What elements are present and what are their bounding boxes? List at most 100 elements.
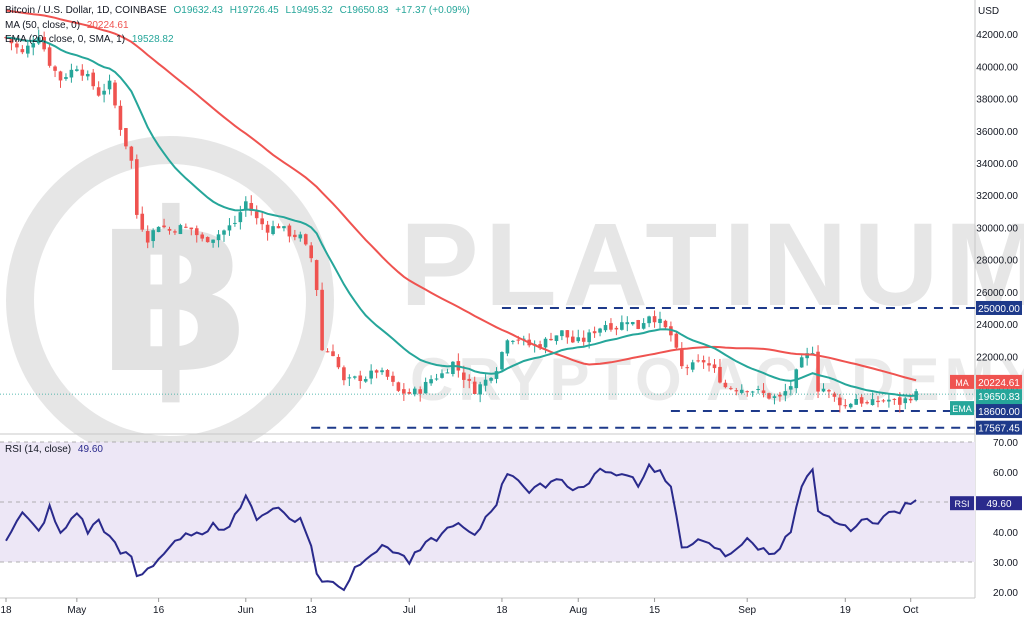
price-tick-label: 34000.00 [976, 159, 1018, 170]
last-price-badge [976, 389, 1022, 404]
candle-body [363, 379, 368, 382]
candle-body [799, 357, 804, 368]
candle-body [178, 225, 183, 235]
support-resistance-lines [311, 306, 975, 429]
candle-body [898, 397, 902, 405]
candle-body [282, 226, 286, 229]
ma-50-line [5, 9, 917, 382]
open-value: O19632.43 [173, 5, 224, 16]
candle-body [129, 146, 134, 161]
time-tick-label: 19 [840, 605, 852, 616]
candle-body [560, 330, 564, 337]
candle-body [832, 393, 837, 397]
candle-body [151, 230, 155, 242]
candle-body [222, 230, 226, 235]
candle-body [543, 338, 548, 348]
candle-body [712, 364, 717, 369]
candle-body [848, 403, 853, 408]
rsi-tag [950, 496, 974, 511]
candle-body [412, 388, 417, 395]
candle-body [696, 360, 700, 362]
candle-body [772, 396, 777, 398]
time-tick-label: 13 [306, 605, 318, 616]
candle-body [576, 337, 581, 342]
time-tick-label: Jul [403, 605, 416, 616]
candle-body [745, 391, 749, 393]
level-badge-text: 17567.45 [978, 424, 1020, 435]
candle-body [320, 289, 324, 351]
candle-body [827, 390, 831, 392]
candle-body [385, 370, 390, 377]
rsi-tick-label: 60.00 [993, 468, 1018, 479]
time-tick-label: Jun [238, 605, 254, 616]
candle-body [489, 377, 493, 381]
candle-body [816, 351, 820, 392]
candle-body [908, 398, 913, 401]
candle-body [336, 356, 341, 368]
candle-body [303, 234, 308, 245]
price-tick-label: 32000.00 [976, 191, 1018, 202]
watermark-title: PLATINUM [400, 199, 1024, 331]
candle-body [723, 382, 728, 388]
candle-body [113, 82, 117, 106]
change-value: +17.37 (+0.09%) [395, 5, 470, 16]
candle-body [211, 239, 215, 243]
candle-body [173, 231, 177, 233]
candle-body [118, 105, 123, 130]
rsi-band [0, 441, 975, 563]
candle-body [298, 234, 303, 239]
candle-body [124, 128, 128, 147]
candle-body [293, 234, 297, 238]
candle-body [451, 361, 455, 375]
level-badge [976, 420, 1022, 435]
time-tick-label: Sep [738, 605, 756, 616]
candle-body [260, 218, 264, 225]
ema-20-line [5, 36, 917, 398]
candle-body [331, 351, 335, 357]
candle-body [794, 369, 799, 389]
candle-body [423, 381, 428, 394]
candle-body [761, 390, 766, 394]
legend-ma[interactable]: MA (50, close, 0) 20224.61 [5, 20, 133, 31]
candle-body [914, 391, 918, 401]
candle-body [680, 348, 684, 367]
candle-body [162, 225, 166, 228]
candle-body [838, 397, 842, 406]
candle-body [516, 339, 521, 341]
time-tick-label: 18 [496, 605, 508, 616]
candle-body [107, 80, 112, 90]
candle-body [189, 227, 194, 230]
candle-body [276, 226, 281, 229]
ema-tag [950, 401, 974, 416]
candle-body [407, 392, 412, 394]
candle-body [53, 66, 57, 71]
candle-body [402, 389, 406, 394]
rsi-tag-text: RSI [954, 499, 969, 509]
candle-body [31, 43, 36, 48]
candle-body [701, 360, 706, 363]
legend-rsi[interactable]: RSI (14, close) 49.60 [5, 444, 107, 455]
ma-price-badge-text: 20224.61 [978, 378, 1020, 389]
candle-body [58, 71, 63, 81]
candle-body [325, 351, 330, 353]
candle-body [184, 226, 188, 228]
candle-body [145, 231, 150, 243]
candle-body [887, 399, 891, 402]
ma-tag [950, 374, 974, 389]
candle-body [658, 318, 662, 324]
candle-body [592, 331, 597, 334]
ma-tag-text: MA [955, 378, 969, 388]
candle-body [102, 90, 106, 95]
candle-body [309, 245, 313, 259]
candle-body [505, 340, 510, 354]
candle-body [739, 389, 744, 393]
candle-body [581, 337, 586, 342]
price-tick-label: 22000.00 [976, 352, 1018, 363]
time-tick-label: Aug [569, 605, 587, 616]
candle-body [200, 234, 204, 239]
candle-body [156, 226, 161, 233]
candle-body [630, 322, 635, 325]
candle-body [641, 323, 646, 329]
candle-body [216, 234, 221, 241]
legend-ema[interactable]: EMA (20, close, 0, SMA, 1) 19528.82 [5, 34, 178, 45]
